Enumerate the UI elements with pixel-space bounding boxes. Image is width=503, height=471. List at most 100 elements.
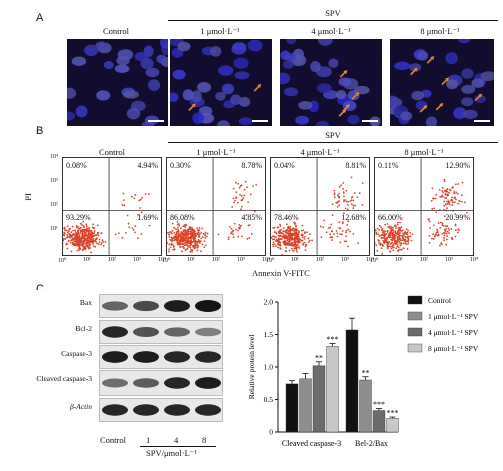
flow-event [195, 235, 197, 237]
flow-event [399, 228, 401, 230]
flow-event [438, 222, 440, 224]
flow-event [393, 247, 395, 249]
flow-event [96, 234, 98, 236]
flow-event [298, 240, 300, 242]
flow-event [286, 233, 288, 235]
flow-event [72, 230, 74, 232]
flow-event [435, 197, 437, 199]
flow-event [444, 197, 446, 199]
flow-event [376, 250, 378, 252]
flow-event [169, 234, 171, 236]
flow-event [273, 242, 275, 244]
flow-event [72, 242, 74, 244]
flow-event [340, 184, 342, 186]
flow-event [396, 236, 398, 238]
scale-bar [148, 120, 164, 122]
flow-event [402, 237, 404, 239]
flow-event [73, 244, 75, 246]
flow-event [74, 241, 76, 243]
flow-event [245, 181, 247, 183]
nucleus [146, 68, 160, 78]
flow-event [234, 200, 236, 202]
flow-event [343, 200, 345, 202]
flow-event [351, 203, 353, 205]
flow-event [453, 191, 455, 193]
flow-event [183, 247, 185, 249]
flow-event [64, 229, 66, 231]
flow-event [278, 235, 280, 237]
flow-event [302, 229, 304, 231]
flow-event [383, 241, 385, 243]
nucleus [239, 117, 253, 125]
flow-event [173, 232, 175, 234]
flow-event [354, 192, 356, 194]
flow-event [103, 245, 105, 247]
flow-scatter [167, 158, 265, 255]
legend-swatch [408, 312, 422, 320]
flow-event [379, 235, 381, 237]
nucleus [116, 56, 129, 66]
flow-event [294, 228, 296, 230]
flow-event [189, 241, 191, 243]
flow-event [192, 229, 194, 231]
flow-event [443, 239, 445, 241]
flow-event [392, 229, 394, 231]
flow-event [386, 233, 388, 235]
flow-event [396, 241, 398, 243]
flow-event [441, 190, 443, 192]
blot-strip-cleaved-caspase3 [99, 370, 223, 396]
flow-event [405, 240, 407, 242]
flow-event [321, 236, 323, 238]
nucleus [183, 89, 194, 100]
flow-event [178, 225, 180, 227]
flow-event [389, 226, 391, 228]
hoechst-image-4umol [280, 39, 382, 126]
flow-event [406, 243, 408, 245]
flow-event [300, 239, 302, 241]
flow-event [248, 225, 250, 227]
flow-event [362, 182, 364, 184]
nucleus [115, 65, 130, 74]
flow-event [250, 193, 252, 195]
flow-event [394, 230, 396, 232]
flow-event [274, 236, 276, 238]
flow-event [68, 230, 70, 232]
flow-event [389, 236, 391, 238]
flow-event [345, 235, 347, 237]
flow-event [115, 234, 117, 236]
nucleus [298, 101, 312, 110]
flow-event [90, 238, 92, 240]
blot-strip-caspase3 [99, 345, 223, 369]
flow-event [347, 245, 349, 247]
flow-event [237, 230, 239, 232]
category-label: Bel-2/Bax [355, 439, 388, 448]
flow-event [81, 224, 83, 226]
nucleus [192, 112, 204, 124]
flow-event [193, 232, 195, 234]
flow-event [296, 238, 298, 240]
flow-event [137, 237, 139, 239]
flow-event [273, 245, 275, 247]
flow-event [444, 229, 446, 231]
flow-event [401, 249, 403, 251]
panel-b-letter: B [36, 125, 43, 137]
flow-event [248, 237, 250, 239]
flow-event [139, 207, 141, 209]
flow-event [390, 230, 392, 232]
nucleus [140, 58, 152, 69]
flow-event [302, 234, 304, 236]
nucleus [338, 77, 351, 86]
flow-event [298, 246, 300, 248]
flow-event [101, 232, 103, 234]
flow-event [298, 230, 300, 232]
flow-event [90, 234, 92, 236]
flow-event [403, 247, 405, 249]
flow-event [294, 239, 296, 241]
nucleus [280, 73, 290, 85]
flow-event [462, 182, 464, 184]
flow-event [67, 225, 69, 227]
flow-event [295, 226, 297, 228]
flow-event [404, 231, 406, 233]
flow-event [87, 232, 89, 234]
flow-event [91, 232, 93, 234]
